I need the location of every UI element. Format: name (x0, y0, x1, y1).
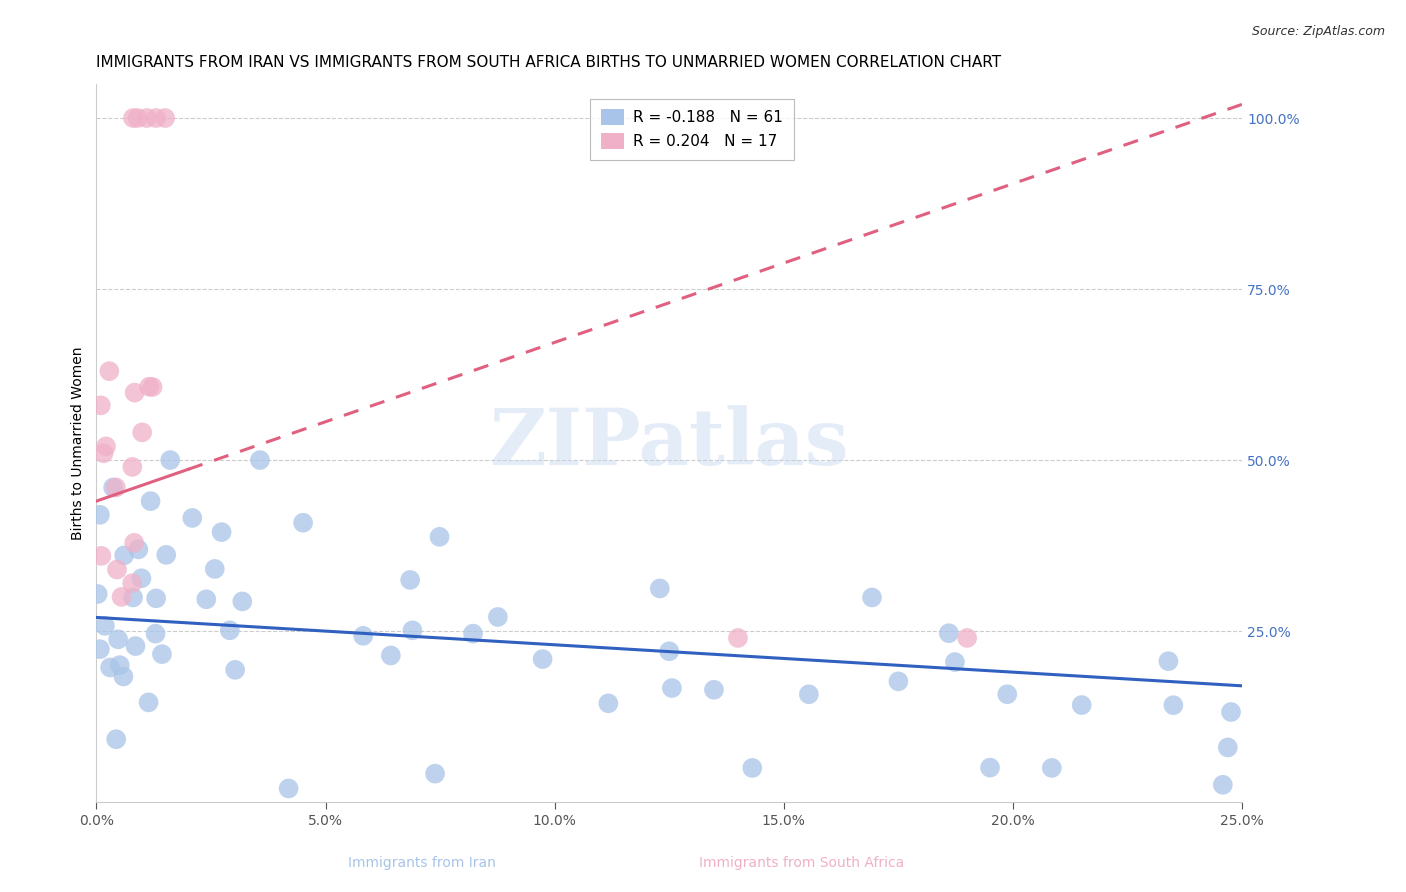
Point (94, 619, 117, 633)
Point (89, 508, 111, 522)
Point (1157, 654, 1180, 668)
Point (127, 111, 149, 125)
Point (797, 687, 820, 701)
Point (127, 542, 149, 557)
Point (122, 536, 145, 550)
Point (108, 658, 131, 673)
Point (1212, 778, 1234, 792)
Point (211, 525, 233, 540)
Point (101, 480, 124, 494)
Point (703, 682, 725, 697)
Point (204, 562, 226, 576)
Point (93, 446, 115, 460)
Point (110, 590, 132, 604)
Point (155, 548, 177, 562)
Point (648, 582, 671, 596)
Text: Immigrants from South Africa: Immigrants from South Africa (699, 856, 904, 870)
Point (104, 480, 127, 494)
Point (1040, 761, 1063, 775)
Point (159, 453, 181, 467)
Point (224, 663, 246, 677)
Point (90, 549, 112, 563)
Point (145, 111, 167, 125)
Point (138, 695, 160, 709)
Point (131, 571, 153, 585)
Point (461, 626, 484, 640)
Point (380, 648, 402, 663)
Point (121, 576, 143, 591)
Point (1070, 698, 1092, 712)
Legend: R = -0.188   N = 61, R = 0.204   N = 17: R = -0.188 N = 61, R = 0.204 N = 17 (591, 99, 794, 160)
Point (661, 681, 683, 695)
Point (399, 573, 422, 587)
Point (741, 761, 763, 775)
Text: Immigrants from Iran: Immigrants from Iran (347, 856, 496, 870)
Point (277, 781, 299, 796)
Point (429, 530, 451, 544)
Point (94, 439, 117, 453)
Point (218, 624, 240, 638)
Point (105, 732, 128, 747)
Point (1163, 698, 1185, 713)
Point (401, 624, 423, 638)
Point (1220, 705, 1243, 719)
Point (727, 631, 749, 645)
Point (124, 385, 146, 400)
Point (979, 761, 1001, 775)
Point (112, 669, 135, 683)
Point (107, 632, 129, 647)
Text: ZIPatlas: ZIPatlas (489, 405, 849, 481)
Point (423, 766, 446, 780)
Point (122, 591, 145, 605)
Point (121, 459, 143, 474)
Point (105, 562, 128, 576)
Point (598, 696, 620, 710)
Point (145, 626, 167, 640)
Point (138, 380, 160, 394)
Point (139, 494, 162, 508)
Point (887, 674, 910, 689)
Point (181, 511, 204, 525)
Point (153, 111, 176, 125)
Point (860, 591, 883, 605)
Point (150, 647, 173, 661)
Point (943, 655, 966, 669)
Point (124, 639, 146, 653)
Point (249, 453, 271, 467)
Point (231, 594, 253, 608)
Point (122, 111, 145, 125)
Text: IMMIGRANTS FROM IRAN VS IMMIGRANTS FROM SOUTH AFRICA BIRTHS TO UNMARRIED WOMEN C: IMMIGRANTS FROM IRAN VS IMMIGRANTS FROM … (97, 55, 1001, 70)
Point (98, 660, 121, 674)
Point (531, 652, 554, 666)
Point (352, 629, 374, 643)
Point (98, 364, 121, 378)
Point (1216, 740, 1239, 755)
Point (86, 587, 108, 601)
Point (145, 591, 167, 606)
Point (135, 111, 157, 125)
Point (292, 516, 315, 530)
Point (995, 687, 1018, 701)
Point (131, 425, 153, 440)
Point (195, 592, 218, 607)
Point (89, 642, 111, 657)
Text: Source: ZipAtlas.com: Source: ZipAtlas.com (1251, 25, 1385, 38)
Point (658, 644, 681, 658)
Point (956, 631, 979, 645)
Point (112, 549, 135, 563)
Point (486, 610, 509, 624)
Point (938, 626, 960, 640)
Point (90, 398, 112, 412)
Point (142, 380, 165, 394)
Y-axis label: Births to Unmarried Women: Births to Unmarried Women (72, 346, 86, 540)
